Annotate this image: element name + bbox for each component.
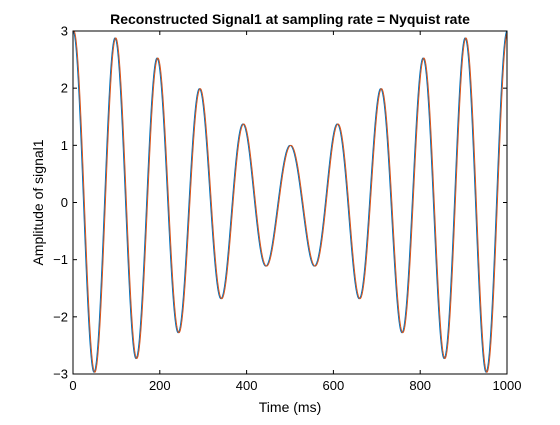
y-axis-label: Amplitude of signal1 (30, 139, 46, 265)
y-tick-label: 2 (61, 81, 68, 96)
x-tick-label: 800 (409, 378, 431, 393)
series-layer (72, 30, 508, 373)
series-line-2 (72, 30, 508, 373)
x-tick-label: 200 (149, 378, 171, 393)
x-tick-label: 0 (69, 378, 76, 393)
x-axis-label: Time (ms) (259, 399, 321, 415)
y-tick-label: 3 (61, 24, 68, 39)
x-tick-label: 600 (323, 378, 345, 393)
y-tick-label: 1 (61, 138, 68, 153)
y-tick-label: −3 (53, 367, 68, 382)
chart-title: Reconstructed Signal1 at sampling rate =… (110, 11, 470, 27)
x-tick-label: 400 (236, 378, 258, 393)
y-tick-label: −1 (53, 252, 68, 267)
tick-layer: 0 200 400 600 800 1000 −3 −2 −1 0 1 2 3 (53, 24, 521, 394)
y-tick-label: −2 (53, 309, 68, 324)
y-tick-label: 0 (61, 195, 68, 210)
plot-area-background (73, 31, 507, 374)
x-tick-label: 1000 (493, 378, 522, 393)
